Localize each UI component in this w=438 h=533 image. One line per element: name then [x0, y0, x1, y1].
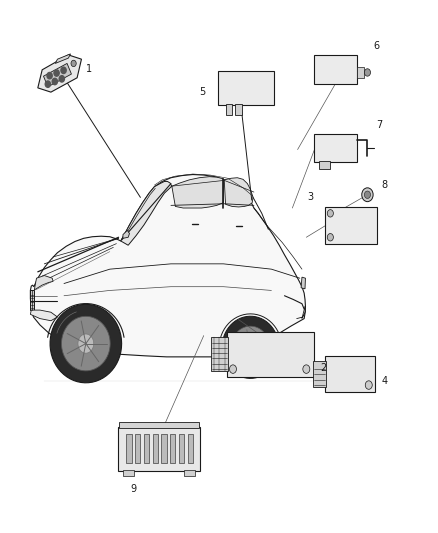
Polygon shape — [30, 310, 57, 321]
Polygon shape — [179, 434, 184, 463]
Circle shape — [364, 69, 371, 76]
Polygon shape — [121, 181, 172, 245]
Text: 6: 6 — [373, 41, 379, 51]
Polygon shape — [319, 161, 330, 169]
Circle shape — [362, 188, 373, 201]
Polygon shape — [152, 434, 158, 463]
Circle shape — [303, 365, 310, 373]
Text: 5: 5 — [200, 86, 206, 96]
Text: 9: 9 — [131, 484, 137, 495]
Circle shape — [47, 72, 52, 79]
Polygon shape — [43, 63, 71, 87]
Polygon shape — [301, 277, 305, 289]
Circle shape — [71, 60, 76, 67]
Circle shape — [327, 233, 333, 241]
Circle shape — [59, 76, 64, 82]
FancyBboxPatch shape — [314, 134, 357, 163]
Text: 2: 2 — [321, 363, 327, 373]
Text: 8: 8 — [381, 180, 388, 190]
Polygon shape — [211, 337, 228, 371]
Polygon shape — [161, 434, 166, 463]
Polygon shape — [313, 361, 326, 387]
Polygon shape — [119, 422, 199, 428]
Circle shape — [45, 81, 50, 87]
Polygon shape — [170, 434, 175, 463]
Polygon shape — [78, 334, 94, 353]
Circle shape — [230, 365, 237, 373]
Circle shape — [54, 70, 59, 76]
FancyBboxPatch shape — [218, 71, 275, 106]
Polygon shape — [357, 67, 364, 78]
Polygon shape — [244, 340, 257, 355]
Circle shape — [365, 381, 372, 389]
Polygon shape — [135, 434, 141, 463]
FancyBboxPatch shape — [325, 207, 377, 244]
Text: 4: 4 — [382, 376, 388, 386]
Polygon shape — [224, 177, 253, 207]
Polygon shape — [222, 316, 279, 378]
Polygon shape — [38, 55, 81, 92]
Polygon shape — [30, 290, 34, 310]
Polygon shape — [235, 104, 242, 115]
FancyBboxPatch shape — [227, 332, 314, 376]
FancyBboxPatch shape — [314, 55, 357, 84]
FancyBboxPatch shape — [118, 427, 200, 471]
Polygon shape — [226, 104, 232, 115]
Circle shape — [364, 191, 371, 198]
Text: 3: 3 — [307, 192, 314, 201]
Polygon shape — [30, 174, 305, 357]
Polygon shape — [172, 176, 223, 208]
Polygon shape — [55, 54, 71, 63]
Polygon shape — [127, 434, 132, 463]
Circle shape — [61, 67, 66, 74]
Polygon shape — [144, 434, 149, 463]
Text: 1: 1 — [86, 64, 92, 74]
Circle shape — [52, 78, 57, 85]
Polygon shape — [184, 470, 195, 476]
Circle shape — [327, 209, 333, 217]
Polygon shape — [231, 326, 270, 368]
Polygon shape — [34, 276, 53, 290]
Polygon shape — [61, 316, 110, 371]
FancyBboxPatch shape — [325, 356, 375, 392]
Polygon shape — [187, 434, 193, 463]
Text: 7: 7 — [376, 120, 382, 131]
Polygon shape — [123, 230, 130, 238]
Polygon shape — [50, 304, 122, 383]
Polygon shape — [123, 470, 134, 476]
